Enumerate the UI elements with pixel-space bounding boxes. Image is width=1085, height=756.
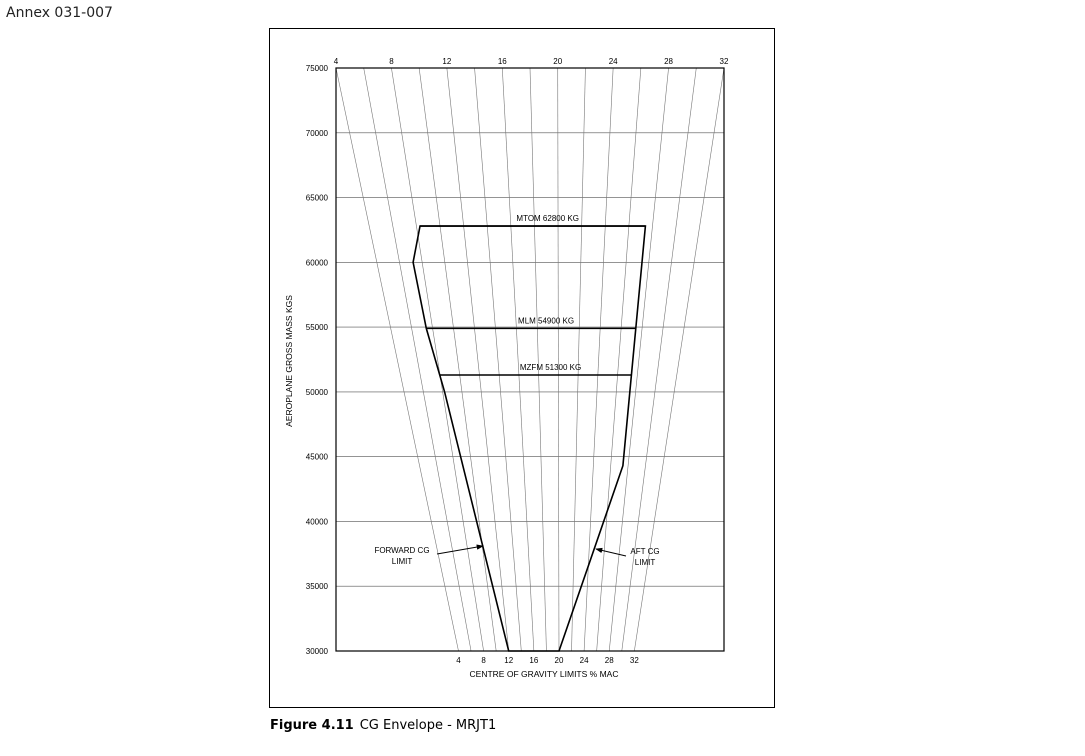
mac-line <box>557 67 560 652</box>
y-tick-labels: 30000 35000 40000 45000 50000 55000 60000 65000… <box>306 64 329 656</box>
mac-line <box>391 67 484 652</box>
mac-bottom-label: 4 <box>456 656 461 665</box>
mac-bottom-label: 32 <box>630 656 639 665</box>
y-tick-label: 65000 <box>306 194 329 203</box>
cg-envelope-chart: 30000 35000 40000 45000 50000 55000 60000 65000… <box>284 57 729 679</box>
mac-line <box>529 67 547 652</box>
aft-cg-label-line2: LIMIT <box>635 558 656 567</box>
aft-cg-label-line1: AFT CG <box>630 547 659 556</box>
mac-line <box>474 67 522 652</box>
mac-bottom-label: 20 <box>555 656 564 665</box>
mac-line <box>446 67 510 652</box>
y-tick-label: 55000 <box>306 323 329 332</box>
envelope-group <box>412 225 647 652</box>
figure-caption: Figure 4.11 CG Envelope - MRJT1 <box>270 718 496 733</box>
figure-number: Figure 4.11 <box>270 718 354 733</box>
mac-line <box>571 67 586 652</box>
mac-top-label: 20 <box>553 57 562 66</box>
mac-line <box>621 67 697 652</box>
figure-frame <box>269 28 775 708</box>
y-tick-label: 75000 <box>306 64 329 73</box>
mac-bottom-label: 24 <box>580 656 589 665</box>
y-tick-label: 60000 <box>306 258 329 267</box>
y-axis-title: AEROPLANE GROSS MASS KGS <box>284 295 294 427</box>
mac-bottom-label: 28 <box>605 656 614 665</box>
forward-cg-arrow <box>436 544 484 555</box>
mac-bottom-label: 12 <box>504 656 513 665</box>
aft-cg-arrow <box>595 547 627 557</box>
mac-top-label: 24 <box>609 57 618 66</box>
mac-line <box>608 67 669 652</box>
mac-top-label: 16 <box>498 57 507 66</box>
mac-line <box>583 67 614 652</box>
mac-bottom-labels: 4 8 12 16 20 24 28 32 <box>456 656 639 665</box>
mac-top-label: 8 <box>389 57 394 66</box>
mac-line <box>501 67 535 652</box>
forward-cg-label-line2: LIMIT <box>392 557 413 566</box>
mac-top-label: 12 <box>442 57 451 66</box>
mac-top-labels: 4 8 12 16 20 24 28 32 <box>334 57 729 66</box>
mass-limit-label: MLM 54900 KG <box>518 316 574 325</box>
forward-cg-label-line1: FORWARD CG <box>374 546 429 555</box>
mac-top-label: 32 <box>720 57 729 66</box>
y-tick-label: 45000 <box>306 453 329 462</box>
mac-bottom-label: 8 <box>481 656 486 665</box>
figure-title: CG Envelope - MRJT1 <box>359 718 497 733</box>
mac-bottom-label: 16 <box>529 656 538 665</box>
mass-limit-label: MTOM 62800 KG <box>516 214 579 223</box>
mac-lines <box>335 67 725 652</box>
mac-line <box>418 67 497 652</box>
mass-limit-lines: MTOM 62800 KG MLM 54900 KG MZFM 51300 KG <box>419 214 646 376</box>
annotations: FORWARD CG LIMIT AFT CG LIMIT <box>374 544 660 567</box>
mac-line <box>634 67 725 652</box>
mac-top-label: 28 <box>664 57 673 66</box>
y-tick-label: 50000 <box>306 388 329 397</box>
y-tick-label: 40000 <box>306 517 329 526</box>
y-tick-label: 70000 <box>306 129 329 138</box>
y-tick-label: 30000 <box>306 647 329 656</box>
y-tick-label: 35000 <box>306 582 329 591</box>
mac-top-label: 4 <box>334 57 339 66</box>
mass-limit-label: MZFM 51300 KG <box>520 363 581 372</box>
x-axis-title: CENTRE OF GRAVITY LIMITS % MAC <box>470 669 619 679</box>
annex-label: Annex 031-007 <box>6 5 113 21</box>
mac-line <box>363 67 472 652</box>
cg-envelope-outline <box>412 225 647 652</box>
mac-line <box>596 67 642 652</box>
